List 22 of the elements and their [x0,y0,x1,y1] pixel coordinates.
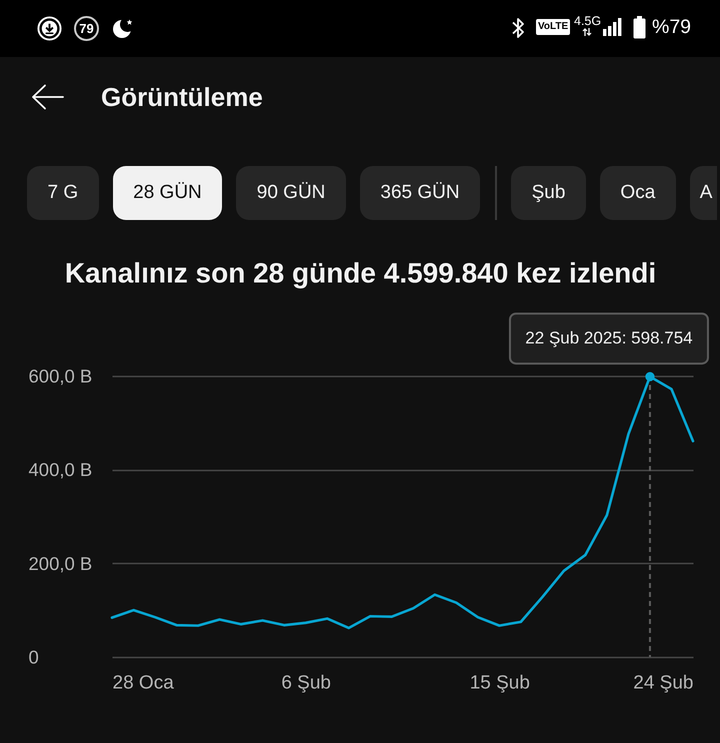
x-tick-label: 28 Oca [112,672,174,694]
text: A [700,182,712,204]
text: VoLTE [536,19,570,35]
chart-subtitle: Kanalınız son 28 günde 4.599.840 kez izlendi [64,258,656,289]
text: 7 G [48,182,78,204]
chart-title: Görüntüleme [101,82,263,112]
annotation: 22 Şub 2025: 598.754 [525,328,693,348]
text: 90 GÜN [256,182,326,204]
x-tick-label: 24 Şub [633,672,694,694]
text: Şub [532,182,566,204]
x-tick-label: 6 Şub [281,672,331,694]
y-tick-label: 200,0 B [28,552,92,574]
text: Oca [620,182,656,204]
y-tick-label: 400,0 B [28,459,92,480]
x-tick-label: 15 Şub [470,672,530,694]
text: 4.5G [574,14,602,28]
text: 365 GÜN [380,182,460,204]
text: %79 [652,16,692,38]
text: 28 GÜN [133,182,202,204]
y-tick-label: 0 [28,646,39,668]
text: 79 [74,16,99,41]
y-tick-label: 600,0 B [28,366,92,386]
